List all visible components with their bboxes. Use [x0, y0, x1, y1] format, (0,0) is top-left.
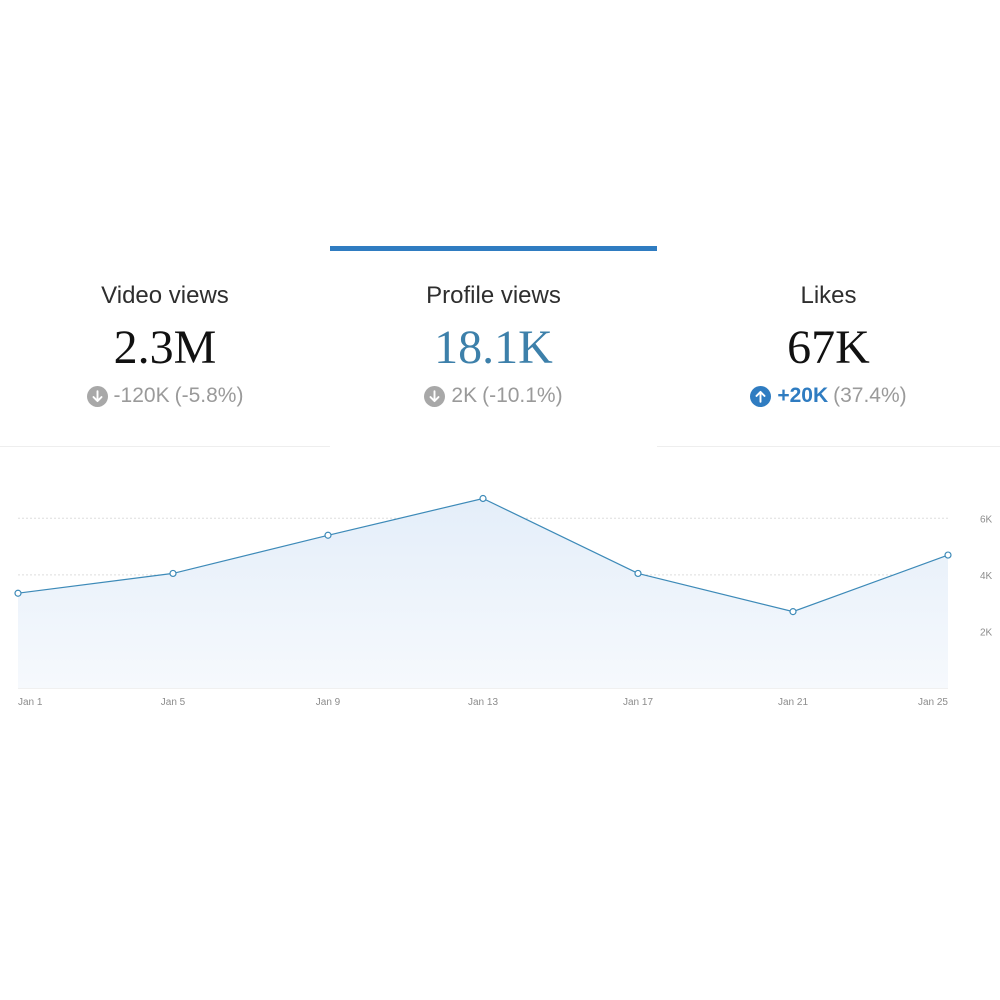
- x-tick-label: Jan 1: [18, 697, 43, 708]
- metric-change: 2K (-10.1%): [330, 384, 657, 408]
- metric-tabs: Video views 2.3M -120K (-5.8%) Profile v…: [0, 246, 1000, 447]
- x-tick-label: Jan 13: [468, 697, 498, 708]
- metric-delta: 2K: [451, 384, 478, 407]
- arrow-down-circle-icon: [424, 385, 446, 407]
- x-tick-label: Jan 5: [161, 697, 186, 708]
- line-chart-svg: Jan 1 Jan 5 Jan 9 Jan 13 Jan 17 Jan 21 Jan 25 …: [14, 494, 993, 708]
- metric-percent: (37.4%): [833, 384, 907, 407]
- metric-value: 67K: [787, 321, 870, 374]
- data-point: [14, 589, 22, 597]
- metric-tab-profile-views[interactable]: Profile views 18.1K 2K (-10.1%): [330, 246, 657, 447]
- series-area: [18, 498, 948, 688]
- metric-change: -120K (-5.8%): [0, 384, 330, 408]
- y-tick-label: 4K: [980, 571, 993, 582]
- x-tick-label: Jan 21: [778, 697, 808, 708]
- metric-delta: -120K: [113, 384, 170, 407]
- arrow-down-circle-icon: [86, 385, 108, 407]
- data-point: [944, 551, 952, 559]
- active-tab-indicator: [330, 246, 657, 251]
- x-tick-label: Jan 9: [316, 697, 341, 708]
- data-point: [324, 531, 332, 539]
- metric-tab-likes[interactable]: Likes 67K +20K (37.4%): [657, 246, 1000, 447]
- metric-delta: +20K: [777, 384, 829, 407]
- data-point: [169, 569, 177, 578]
- metric-tab-video-views[interactable]: Video views 2.3M -120K (-5.8%): [0, 246, 330, 447]
- arrow-up-circle-icon: [750, 385, 772, 407]
- data-point: [479, 494, 487, 503]
- metric-value: 2.3M: [113, 321, 217, 374]
- profile-views-chart: Jan 1 Jan 5 Jan 9 Jan 13 Jan 17 Jan 21 Jan 25 …: [0, 470, 1000, 730]
- data-point: [789, 608, 797, 616]
- y-tick-label: 6K: [980, 514, 993, 525]
- metric-percent: (-5.8%): [174, 384, 244, 407]
- x-tick-label: Jan 17: [623, 697, 653, 708]
- metric-label: Likes: [800, 282, 857, 309]
- y-tick-label: 2K: [980, 627, 993, 638]
- x-tick-label: Jan 25: [918, 697, 948, 708]
- metric-label: Video views: [101, 282, 229, 309]
- metric-change: +20K (37.4%): [657, 384, 1000, 408]
- metric-value: 18.1K: [434, 321, 553, 374]
- metric-percent: (-10.1%): [482, 384, 563, 407]
- data-point: [634, 569, 642, 578]
- metric-label: Profile views: [426, 282, 561, 309]
